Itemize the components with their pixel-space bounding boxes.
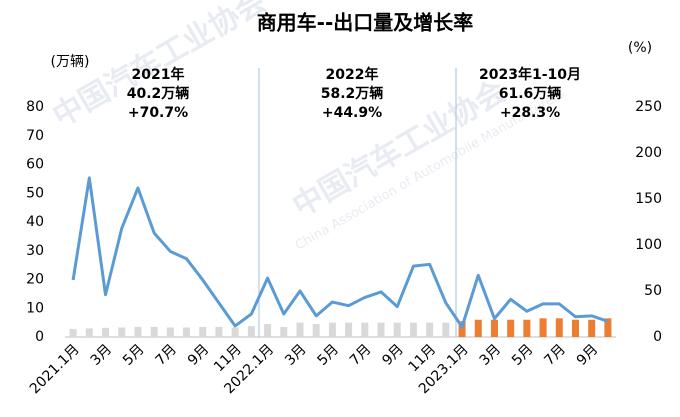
- bar: [183, 327, 191, 337]
- y2-tick-label: 150: [635, 191, 662, 207]
- annotation: 58.2万辆: [321, 85, 384, 102]
- y-axis-label: (万辆): [51, 54, 90, 70]
- y-tick-label: 20: [26, 272, 44, 288]
- bar: [588, 319, 596, 337]
- bar: [199, 326, 207, 337]
- bar: [426, 322, 434, 337]
- y2-axis-label: (%): [628, 40, 652, 56]
- line: [71, 176, 609, 329]
- bar: [458, 321, 466, 337]
- y-tick-label: 40: [26, 214, 44, 230]
- y-tick-label: 50: [26, 185, 44, 201]
- x-tick-label: 3月: [88, 341, 116, 369]
- x-tick-label: 5月: [120, 341, 148, 369]
- y-tick-label: 70: [26, 128, 44, 144]
- bar: [393, 322, 401, 337]
- bar: [345, 322, 353, 337]
- bar: [361, 322, 369, 337]
- bar: [507, 319, 515, 337]
- chart-title: 商用车--出口量及增长率: [257, 11, 474, 35]
- x-tick-label: 9月: [185, 341, 213, 369]
- x-tick-label: 2021.1月: [27, 341, 83, 397]
- x-tick-label: 9月: [574, 341, 602, 369]
- annotation: 2022年: [326, 66, 379, 83]
- x-tick-label: 7月: [541, 341, 569, 369]
- x-tick-label: 5月: [315, 341, 343, 369]
- annotation: +70.7%: [128, 105, 188, 121]
- bar: [523, 319, 531, 337]
- annotation: 2021年: [132, 66, 185, 83]
- y-tick-label: 10: [26, 300, 44, 316]
- bar: [231, 327, 239, 337]
- bar: [604, 318, 612, 337]
- y-tick-label: 60: [26, 157, 44, 173]
- bar: [377, 322, 385, 337]
- bar: [490, 319, 498, 337]
- x-tick-label: 7月: [152, 341, 180, 369]
- bar: [474, 319, 482, 337]
- bar: [85, 328, 93, 337]
- bar: [247, 326, 255, 337]
- annotation: 61.6万辆: [499, 85, 562, 102]
- annotation: 2023年1-10月: [479, 66, 581, 83]
- y-tick-label: 0: [35, 329, 44, 345]
- y2-tick-label: 50: [644, 283, 662, 299]
- bar: [409, 322, 417, 337]
- bar: [166, 327, 174, 337]
- x-tick-label: 3月: [282, 341, 310, 369]
- bar: [442, 322, 450, 337]
- bar: [150, 326, 158, 337]
- bar: [296, 322, 304, 337]
- bar: [118, 327, 126, 337]
- x-tick-label: 7月: [347, 341, 375, 369]
- bar: [571, 319, 579, 337]
- y-tick-label: 30: [26, 243, 44, 259]
- bar: [328, 322, 336, 337]
- bar: [555, 318, 563, 337]
- bar: [215, 326, 223, 337]
- bar: [134, 326, 142, 337]
- bar: [102, 327, 110, 337]
- annotation: +44.9%: [322, 105, 382, 121]
- bar: [280, 326, 288, 337]
- annotation: +28.3%: [500, 105, 560, 121]
- bar: [539, 318, 547, 337]
- annotation: 40.2万辆: [127, 85, 190, 102]
- y2-tick-label: 0: [653, 329, 662, 345]
- x-tick-label: 3月: [477, 341, 505, 369]
- bar: [69, 328, 77, 337]
- bar: [312, 324, 320, 337]
- y2-tick-label: 100: [635, 237, 662, 253]
- y-tick-label: 80: [26, 99, 44, 115]
- y2-tick-label: 250: [635, 99, 662, 115]
- x-tick-label: 5月: [509, 341, 537, 369]
- x-tick-label: 9月: [379, 341, 407, 369]
- y2-tick-label: 200: [635, 145, 662, 161]
- bar: [264, 324, 272, 337]
